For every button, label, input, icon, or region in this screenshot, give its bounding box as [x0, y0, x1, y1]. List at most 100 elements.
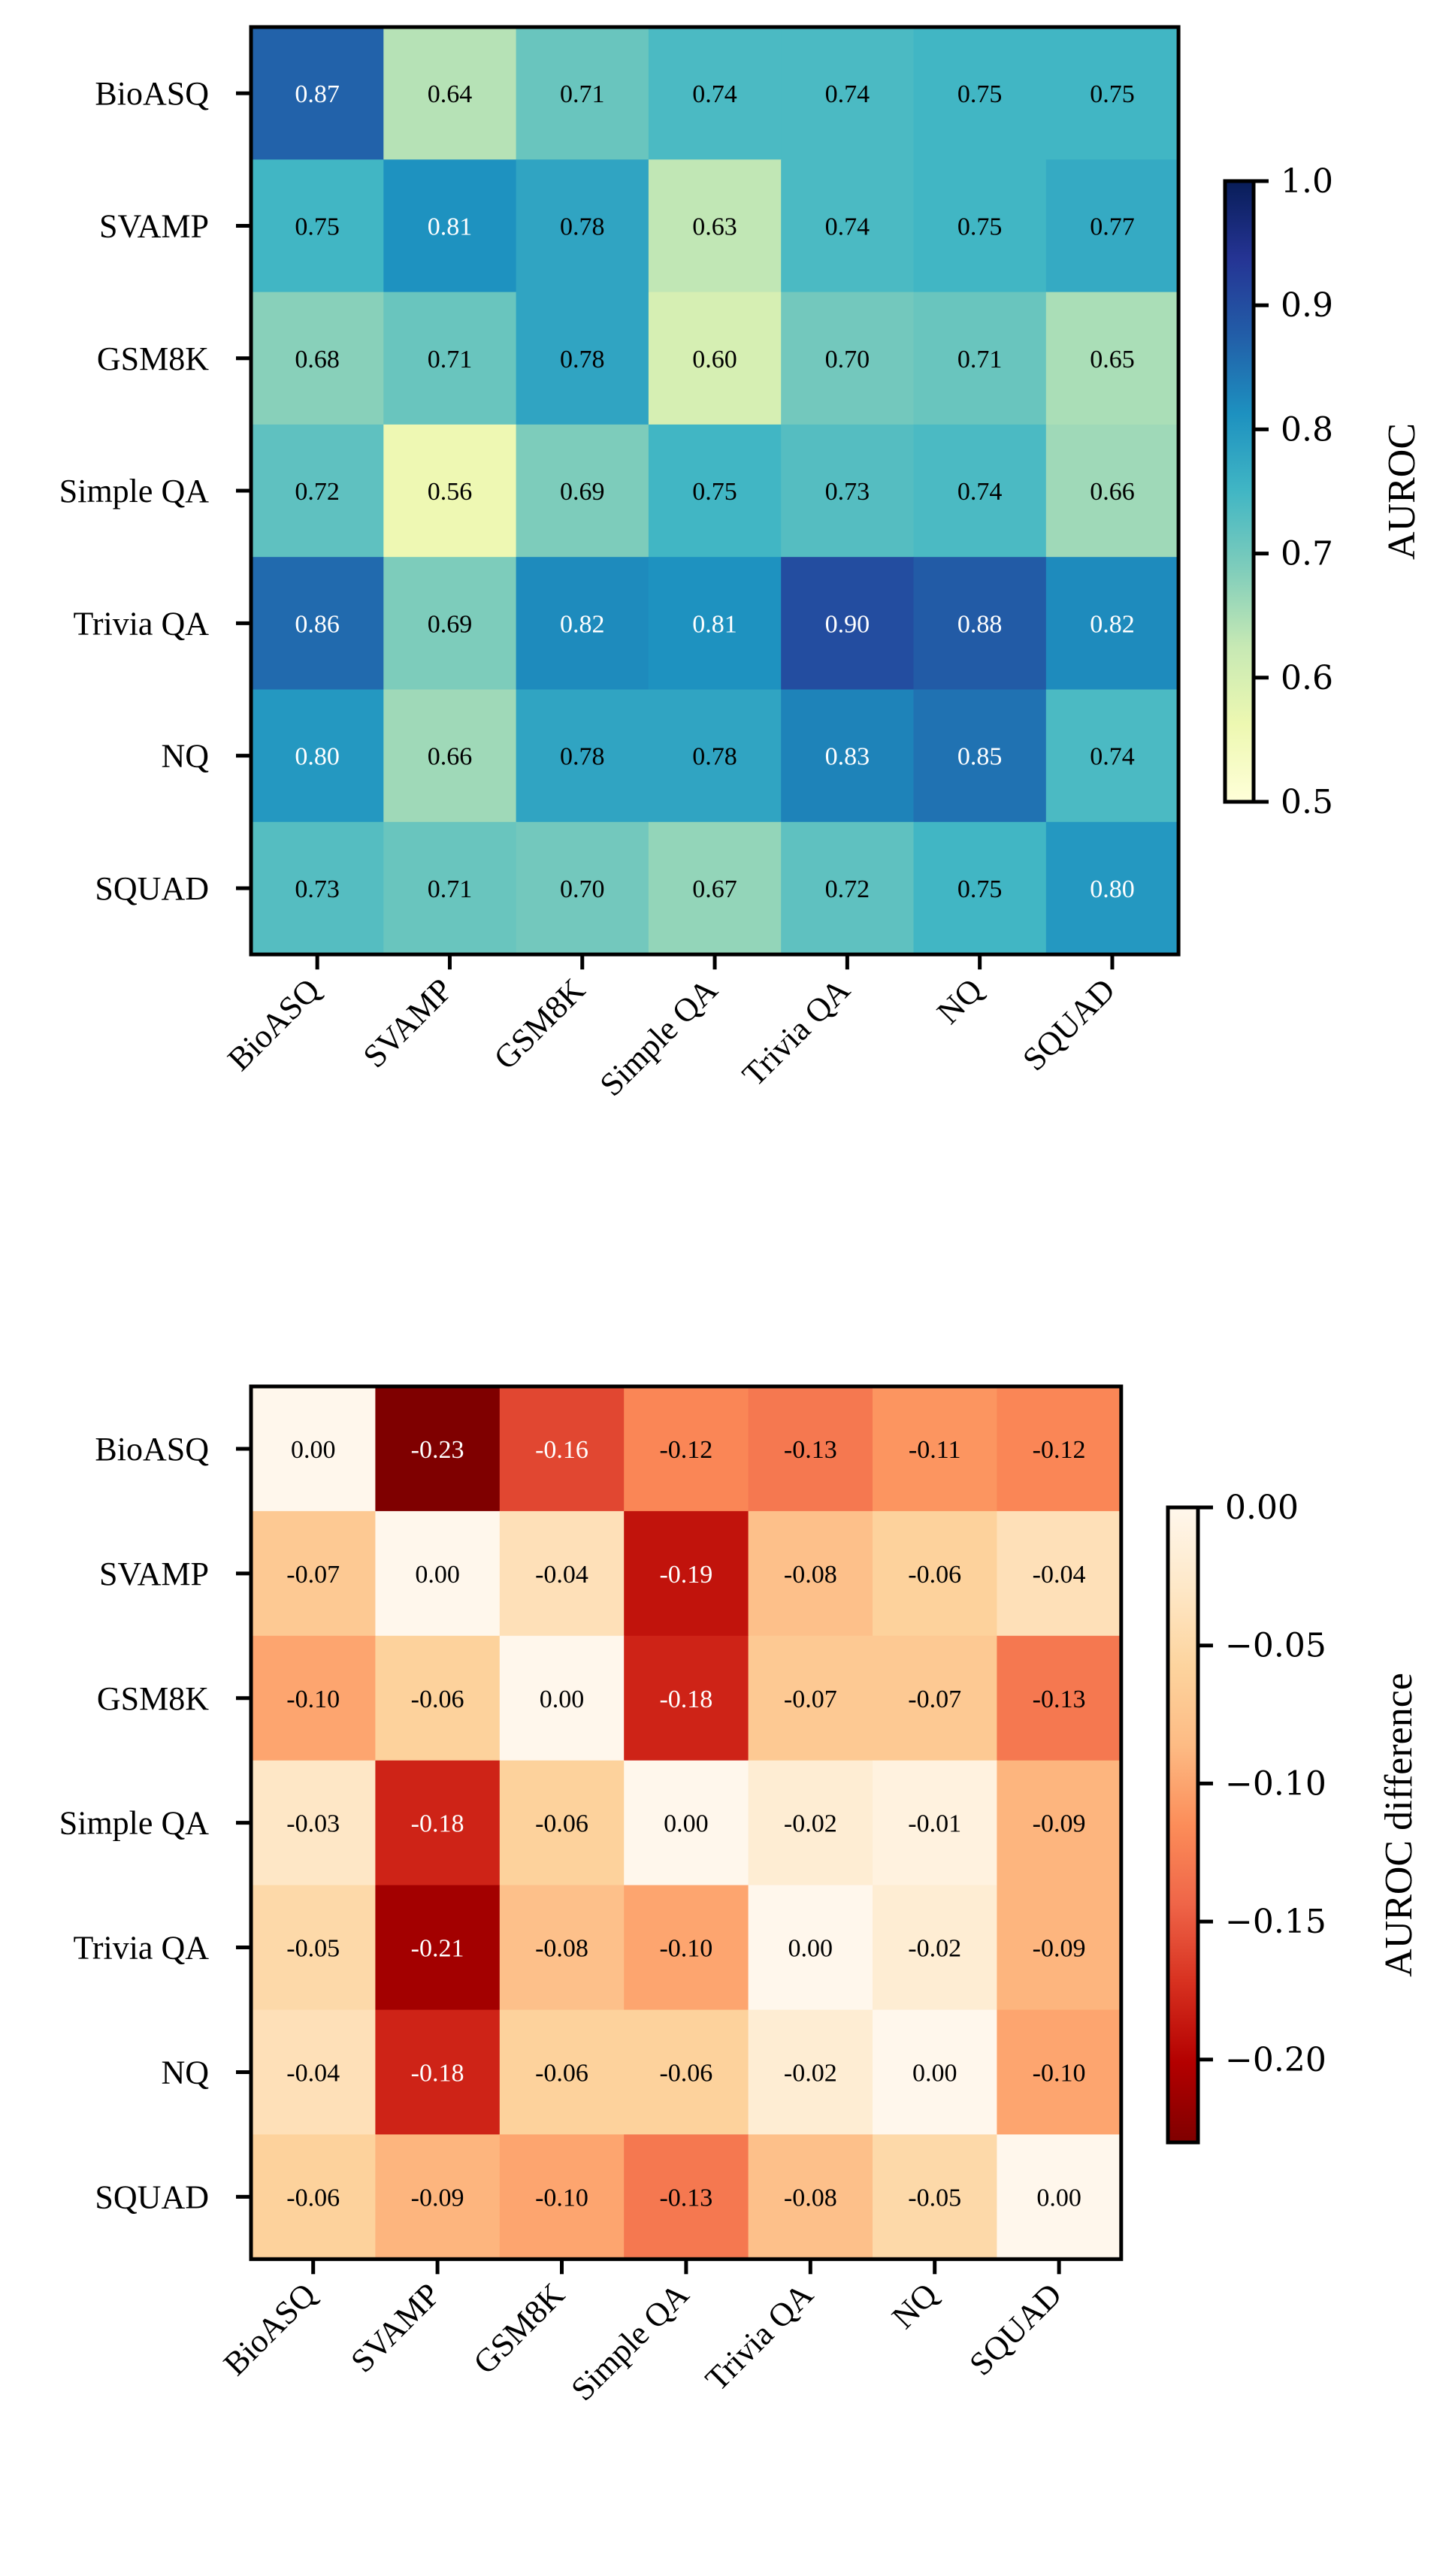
heatmap-cell [383, 159, 517, 293]
heatmap-cell [251, 689, 384, 823]
x-tick-label: Trivia QA [735, 971, 857, 1093]
y-tick-label: Trivia QA [73, 605, 209, 642]
cell-value-label: 0.78 [560, 213, 605, 240]
heatmap-cell [1045, 27, 1179, 160]
cell-value-label: -0.07 [286, 1561, 340, 1589]
cell-value-label: 0.90 [825, 610, 870, 638]
cell-value-label: 0.00 [788, 1935, 833, 1963]
heatmap-cell [516, 292, 649, 425]
heatmap-cell [781, 689, 915, 823]
cell-value-label: 0.71 [957, 346, 1003, 373]
heatmap-cell [648, 557, 782, 691]
heatmap-cell [251, 1885, 376, 2011]
x-tick-label: Trivia QA [698, 2276, 820, 2398]
colorbar-tick-label: 0.00 [1225, 1489, 1299, 1527]
heatmap-cell [624, 1885, 749, 2011]
colorbar-tick-label: 0.6 [1281, 659, 1333, 697]
colorbar-tick-label: −0.10 [1225, 1764, 1326, 1803]
heatmap-cell [624, 2134, 749, 2260]
heatmap-cell [375, 2134, 501, 2260]
heatmap-cell [1045, 557, 1179, 691]
heatmap-cell [499, 1386, 625, 1512]
cell-value-label: -0.13 [659, 2184, 712, 2212]
cell-value-label: 0.74 [692, 80, 737, 108]
colorbar-tick-label: 0.7 [1281, 535, 1333, 573]
heatmap-cell [873, 1386, 997, 1512]
y-tick-label: SVAMP [99, 207, 209, 244]
cell-value-label: -0.04 [1033, 1561, 1086, 1589]
x-tick-label: NQ [930, 971, 990, 1031]
heatmap-cell [997, 1760, 1122, 1886]
heatmap-cell [873, 1510, 997, 1637]
heatmap-cell [499, 1885, 625, 2011]
heatmap-cell [251, 1760, 376, 1886]
cell-value-label: 0.64 [428, 80, 473, 108]
heatmap-cell [251, 2009, 376, 2135]
cell-value-label: -0.12 [659, 1436, 712, 1464]
cell-value-label: 0.65 [1090, 346, 1135, 373]
heatmap-cell [648, 821, 782, 955]
cell-value-label: 0.78 [560, 346, 605, 373]
heatmap-cell [648, 27, 782, 160]
cell-value-label: 0.80 [295, 743, 340, 771]
heatmap-cell [383, 27, 517, 160]
heatmap-cell [781, 821, 915, 955]
x-tick-label: BioASQ [216, 2276, 323, 2383]
heatmap-cell [251, 424, 384, 558]
heatmap-cell [251, 159, 384, 293]
cell-value-label: 0.88 [957, 610, 1003, 638]
cell-value-label: -0.06 [535, 1810, 588, 1838]
heatmap-cell [748, 2134, 873, 2260]
heatmap-cell [997, 1635, 1122, 1761]
heatmap-cell [781, 27, 915, 160]
heatmap-cell [516, 159, 649, 293]
heatmap-cell [648, 689, 782, 823]
cell-value-label: 0.75 [957, 213, 1003, 240]
cell-value-label: 0.74 [825, 213, 870, 240]
heatmap-cell [516, 557, 649, 691]
heatmap-cell [375, 1885, 501, 2011]
heatmap-cell [251, 2134, 376, 2260]
cell-value-label: -0.07 [908, 1686, 961, 1713]
x-tick-label: SQUAD [1015, 972, 1122, 1078]
cell-value-label: 0.77 [1090, 213, 1135, 240]
cell-value-label: 0.74 [825, 80, 870, 108]
y-tick-label: GSM8K [97, 1680, 209, 1717]
cell-value-label: 0.82 [560, 610, 605, 638]
heatmap-cell [375, 2009, 501, 2135]
heatmap-cell [873, 2009, 997, 2135]
cell-value-label: 0.75 [692, 478, 737, 506]
x-tick-label: BioASQ [220, 971, 327, 1078]
cell-value-label: -0.10 [1033, 2059, 1086, 2087]
heatmap-cell [748, 1760, 873, 1886]
cell-value-label: -0.02 [784, 1810, 837, 1838]
heatmap-cell [781, 557, 915, 691]
x-tick-label: SQUAD [962, 2276, 1069, 2383]
y-tick-label: BioASQ [95, 75, 209, 112]
cell-value-label: 0.00 [291, 1436, 336, 1464]
cell-value-label: -0.12 [1033, 1436, 1086, 1464]
cell-value-label: -0.23 [411, 1436, 464, 1464]
heatmap-cell [873, 1885, 997, 2011]
heatmap-cell [997, 2134, 1122, 2260]
colorbar-tick-label: 0.9 [1281, 286, 1333, 325]
cell-value-label: 0.00 [912, 2059, 957, 2087]
heatmap-cell [997, 2009, 1122, 2135]
colorbar-tick-label: −0.05 [1225, 1627, 1326, 1665]
heatmap-cell [251, 821, 384, 955]
cell-value-label: 0.00 [415, 1561, 460, 1589]
cell-value-label: 0.74 [957, 478, 1003, 506]
cell-value-label: 0.75 [957, 80, 1003, 108]
cell-value-label: -0.10 [535, 2184, 588, 2212]
y-tick-label: SVAMP [99, 1556, 209, 1592]
cell-value-label: 0.69 [560, 478, 605, 506]
heatmap-cell [913, 292, 1047, 425]
cell-value-label: 0.60 [692, 346, 737, 373]
heatmap-cell [873, 2134, 997, 2260]
heatmap-cell [748, 1885, 873, 2011]
auroc-difference-heatmap: 0.00 -0.23 -0.16 -0.12 -0.13 -0.11 -0.12 -0.07 0… [59, 1384, 1420, 2408]
cell-value-label: 0.71 [560, 80, 605, 108]
y-tick-label: NQ [161, 738, 209, 775]
cell-value-label: 0.78 [692, 743, 737, 771]
cell-value-label: 0.00 [664, 1810, 709, 1838]
